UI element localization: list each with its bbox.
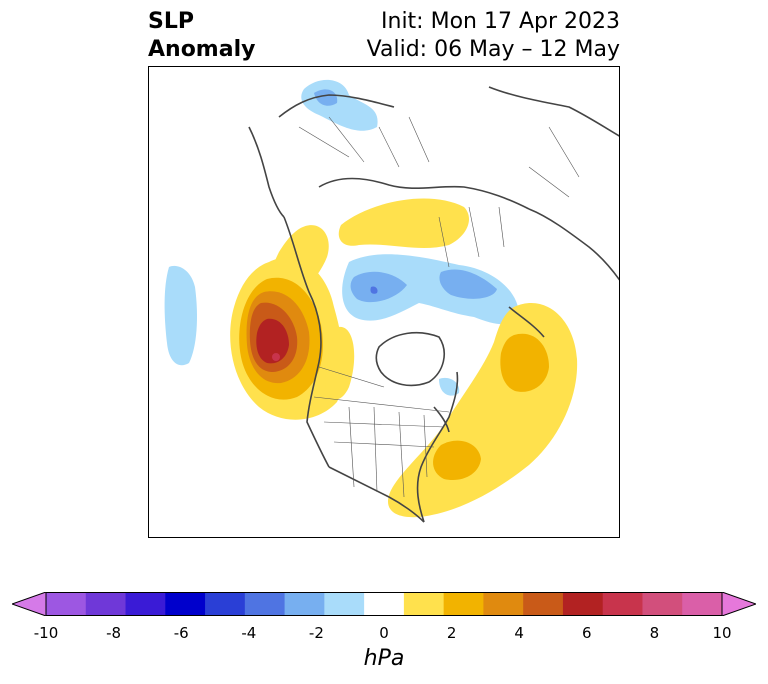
colorbar-segment bbox=[642, 592, 683, 616]
colorbar-segment bbox=[562, 592, 604, 616]
title-line-1: SLP bbox=[148, 9, 194, 34]
coastlines bbox=[248, 86, 619, 523]
valid-range: Valid: 06 May – 12 May bbox=[366, 37, 620, 62]
colorbar-tick-label: 2 bbox=[446, 624, 457, 642]
colorbar-tick-label: 8 bbox=[649, 624, 660, 642]
colorbar-segment bbox=[46, 592, 87, 616]
colorbar-segment bbox=[205, 592, 246, 616]
colorbar-tick-label: -4 bbox=[241, 624, 257, 642]
colorbar-segment bbox=[443, 592, 484, 616]
colorbar-segment bbox=[602, 592, 643, 616]
colorbar-segment bbox=[125, 592, 166, 616]
init-date: Init: Mon 17 Apr 2023 bbox=[381, 9, 620, 34]
colorbar-segment bbox=[682, 592, 723, 616]
colorbar-segment bbox=[244, 592, 286, 616]
colorbar-segment bbox=[403, 592, 445, 616]
title-line-2: Anomaly bbox=[148, 37, 256, 62]
anomaly-arctic-high bbox=[338, 198, 469, 248]
colorbar-segments bbox=[12, 592, 756, 616]
colorbar-tick-label: -6 bbox=[173, 624, 189, 642]
colorbar-segment bbox=[483, 592, 524, 616]
colorbar-outline bbox=[45, 592, 723, 616]
colorbar-tick-label: 6 bbox=[582, 624, 592, 642]
map-title: SLP Anomaly bbox=[148, 8, 255, 64]
colorbar-segment bbox=[324, 592, 365, 616]
colorbar-segment bbox=[284, 592, 325, 616]
colorbar bbox=[12, 592, 756, 616]
colorbar-label: hPa bbox=[363, 646, 405, 671]
colorbar-tick-label: 0 bbox=[379, 624, 389, 642]
colorbar-tick-label: -8 bbox=[106, 624, 122, 642]
valid-period: Init: Mon 17 Apr 2023 Valid: 06 May – 12… bbox=[367, 8, 620, 64]
colorbar-segment bbox=[364, 592, 405, 616]
negative-anomaly-regions bbox=[164, 79, 519, 396]
slp-anomaly-map bbox=[148, 66, 620, 538]
colorbar-tick-label: -10 bbox=[33, 624, 59, 642]
colorbar-extend-max bbox=[721, 592, 756, 616]
colorbar-tick-label: -2 bbox=[308, 624, 324, 642]
colorbar-tick-label: 10 bbox=[712, 624, 732, 642]
colorbar-segment bbox=[523, 592, 564, 616]
anomaly-scandinavia-low bbox=[301, 79, 378, 131]
colorbar-segment bbox=[85, 592, 127, 616]
colorbar-segment bbox=[165, 592, 206, 616]
colorbar-ticks: -10 -8 -6 -4 -2 0 2 4 6 8 10 bbox=[0, 624, 768, 644]
map-canvas bbox=[164, 79, 619, 523]
positive-anomaly-regions bbox=[230, 198, 578, 518]
colorbar-extend-min bbox=[12, 592, 47, 616]
colorbar-tick-label: 4 bbox=[514, 624, 524, 642]
anomaly-atlantic-high bbox=[387, 302, 578, 518]
political-borders bbox=[298, 116, 580, 498]
